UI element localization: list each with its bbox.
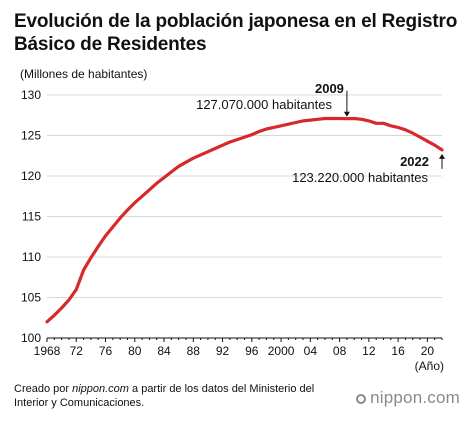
x-tick-label: 88: [187, 344, 201, 358]
y-tick-label: 125: [21, 129, 41, 143]
chart-title-line-1: Evolución de la población japonesa en el…: [14, 11, 458, 32]
nippon-logo: nippon.com: [356, 388, 460, 408]
annotation-2009-year: 2009: [315, 81, 344, 96]
chart-title: Evolución de la población japonesa en el…: [14, 10, 464, 56]
x-tick-label: 92: [216, 344, 230, 358]
population-line-chart: 100 105 110 115 120 125 130 1968 72 76 80 84 88 92 96 2…: [21, 81, 445, 373]
annotation-2009-arrowhead: [343, 111, 350, 117]
population-series-line: [45, 116, 444, 324]
y-tick-label: 130: [21, 88, 41, 102]
logo-circle-icon: [356, 394, 367, 404]
annotation-2022-arrowhead: [439, 153, 445, 159]
y-tick-label: 120: [21, 169, 41, 183]
x-tick-label: 76: [99, 344, 113, 358]
x-tick-label: 20: [421, 344, 435, 358]
x-tick-label: 84: [157, 344, 171, 358]
logo-text: nippon.com: [370, 388, 460, 407]
y-tick-label: 100: [21, 331, 41, 345]
source-site: nippon.com: [72, 383, 129, 395]
x-tick-label: 2000: [268, 344, 295, 358]
x-tick-label: 04: [304, 344, 318, 358]
x-axis-label: (Año): [415, 359, 444, 373]
y-tick-label: 105: [21, 291, 41, 305]
x-tick-label: 72: [70, 344, 84, 358]
source-rest: a partir de los datos del Ministerio del…: [14, 383, 315, 409]
x-tick-label: 12: [362, 344, 376, 358]
y-axis-label: (Millones de habitantes): [20, 67, 148, 81]
source-note: Creado por nippon.com a partir de los da…: [14, 382, 344, 410]
x-tick-label: 96: [245, 344, 259, 358]
annotation-2009-value: 127.070.000 habitantes: [196, 97, 332, 112]
chart-title-line-2: Básico de Residentes: [14, 34, 207, 55]
x-tick-label: 08: [333, 344, 347, 358]
x-tick-label: 16: [391, 344, 405, 358]
y-tick-label: 110: [22, 250, 41, 264]
annotation-2022-value: 123.220.000 habitantes: [292, 170, 428, 185]
x-tick-label: 1968: [34, 344, 61, 358]
source-prefix: Creado por: [14, 383, 73, 395]
y-tick-label: 115: [22, 210, 41, 224]
annotation-2022-year: 2022: [400, 154, 429, 169]
x-tick-label: 80: [128, 344, 142, 358]
